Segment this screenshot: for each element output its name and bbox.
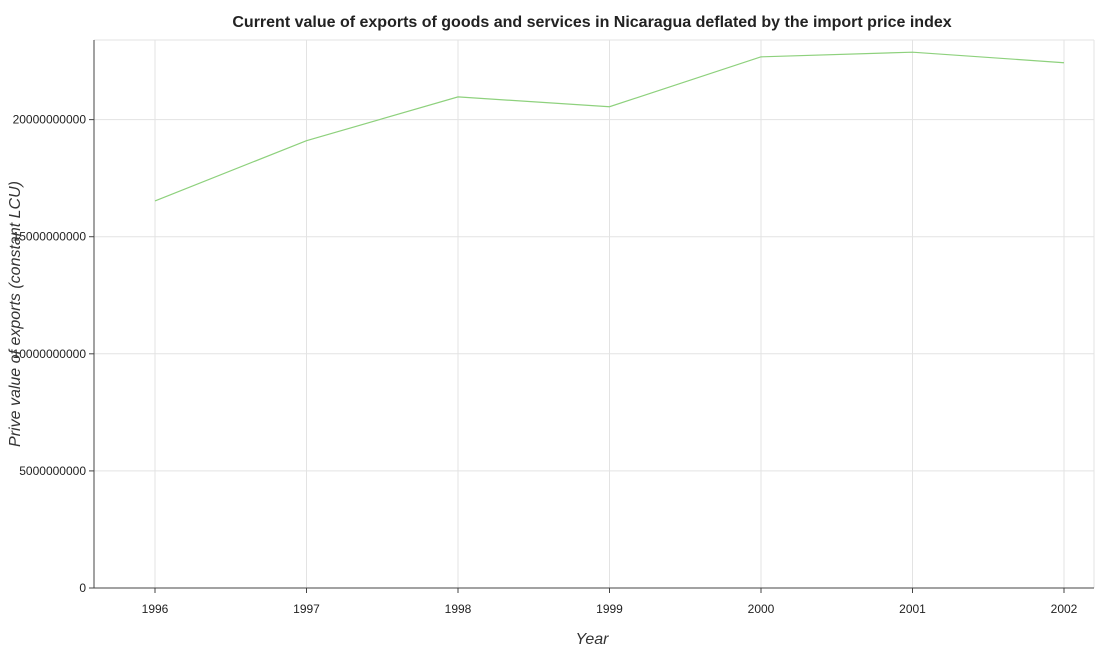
x-tick-label: 1999 (596, 602, 623, 616)
y-tick-label: 5000000000 (19, 464, 86, 478)
series (154, 51, 1065, 202)
x-tick-label: 2002 (1051, 602, 1078, 616)
y-tick-label: 10000000000 (13, 347, 87, 361)
y-ticks: 0 5000000000 10000000000 15000000000 2000000… (13, 113, 94, 595)
series-line (154, 51, 1065, 202)
x-axis-title: Year (576, 631, 610, 648)
x-tick-label: 1997 (293, 602, 320, 616)
chart-title: Current value of exports of goods and se… (232, 14, 951, 31)
y-tick-label: 15000000000 (13, 230, 87, 244)
grid (94, 39, 1095, 589)
x-tick-label: 2000 (748, 602, 775, 616)
x-tick-label: 2001 (899, 602, 926, 616)
y-axis-title: Prive value of exports (constant LCU) (7, 181, 24, 447)
x-ticks: 1996 1997 1998 1999 2000 2001 2002 (142, 588, 1078, 616)
y-tick-label: 20000000000 (13, 113, 87, 127)
y-tick-label: 0 (79, 581, 86, 595)
x-tick-label: 1998 (445, 602, 472, 616)
axes (93, 40, 1094, 589)
x-tick-label: 1996 (142, 602, 169, 616)
